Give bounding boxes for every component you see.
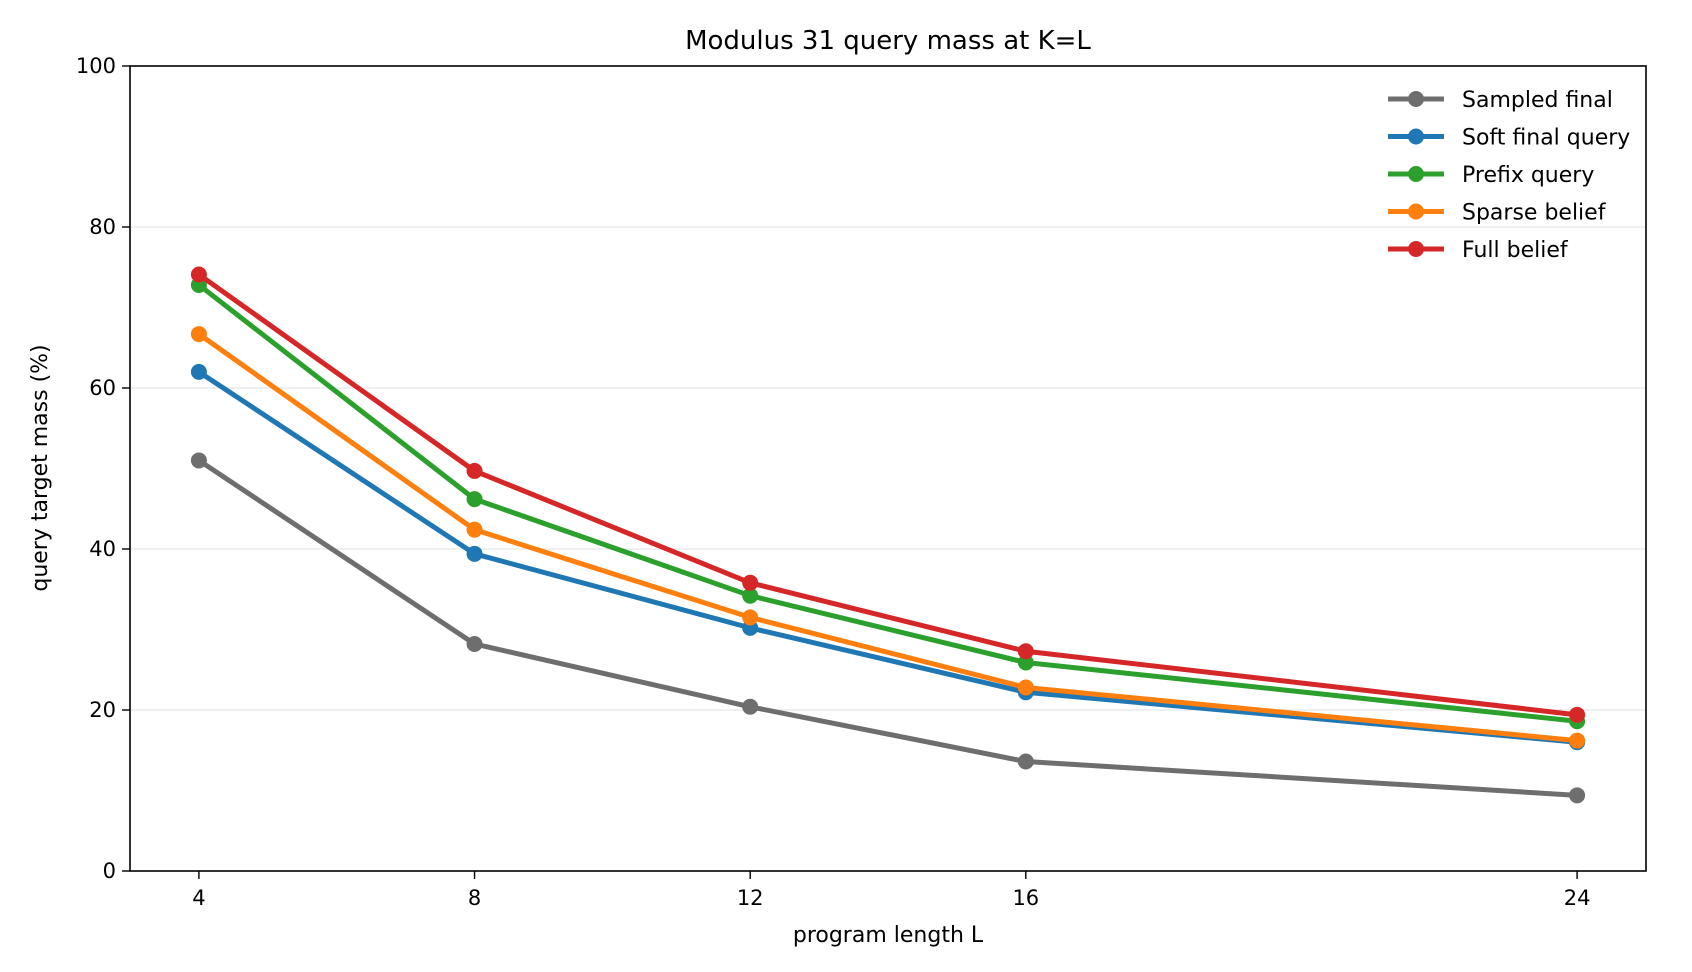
series-layer — [190, 266, 1586, 804]
y-tick-label: 0 — [103, 859, 116, 883]
legend-label: Sampled final — [1462, 88, 1613, 113]
chart-title: Modulus 31 query mass at K=L — [685, 26, 1091, 56]
data-point — [466, 521, 483, 538]
legend-marker — [1408, 203, 1424, 220]
data-point — [742, 698, 759, 715]
data-point — [1017, 654, 1034, 671]
y-tick-label: 40 — [89, 537, 116, 561]
legend-label: Full belief — [1462, 238, 1569, 263]
legend: Sampled final Soft final query Prefix quer… — [1388, 88, 1630, 263]
data-point — [190, 452, 207, 469]
legend-label: Sparse belief — [1462, 201, 1607, 226]
series-line — [196, 271, 1580, 718]
series-sampled-final — [190, 452, 1586, 804]
gridlines — [130, 226, 1646, 711]
series-full-belief — [190, 266, 1586, 723]
legend-marker — [1408, 241, 1424, 257]
x-axis-ticks: 4 8 12 16 24 — [192, 871, 1590, 910]
data-point — [466, 491, 483, 508]
data-point — [466, 462, 483, 479]
y-tick-label: 80 — [89, 215, 116, 239]
data-point — [190, 266, 207, 283]
data-point — [466, 545, 483, 562]
data-point — [466, 635, 483, 652]
data-point — [1017, 679, 1034, 696]
y-axis-ticks: 0 20 40 60 80 100 — [76, 54, 130, 883]
data-point — [742, 574, 759, 591]
legend-marker — [1408, 166, 1424, 182]
series-line — [196, 369, 1580, 745]
series-prefix-query — [190, 276, 1586, 730]
series-line — [196, 331, 1580, 744]
data-point — [742, 609, 759, 626]
x-tick-label: 12 — [737, 886, 764, 910]
x-axis-label: program length L — [793, 923, 984, 948]
legend-marker — [1408, 91, 1424, 107]
data-point — [1017, 643, 1034, 660]
legend-item: Sampled final — [1388, 88, 1613, 113]
y-axis-label: query target mass (%) — [28, 344, 53, 591]
legend-label: Soft final query — [1462, 126, 1630, 151]
data-point — [190, 326, 207, 343]
plot-area-frame — [129, 65, 1647, 872]
y-tick-label: 60 — [89, 376, 116, 400]
series-sparse-belief — [190, 326, 1586, 749]
data-point — [1569, 787, 1586, 804]
legend-item: Soft final query — [1388, 126, 1630, 151]
legend-item: Full belief — [1388, 238, 1569, 263]
data-point — [1569, 732, 1586, 749]
legend-item: Prefix query — [1388, 163, 1594, 188]
data-point — [1569, 706, 1586, 723]
data-point — [742, 587, 759, 604]
x-tick-label: 8 — [468, 886, 481, 910]
legend-label: Prefix query — [1462, 163, 1594, 188]
data-point — [190, 363, 207, 380]
series-line — [196, 282, 1580, 724]
legend-item: Sparse belief — [1388, 201, 1607, 226]
data-point — [1017, 753, 1034, 770]
legend-marker — [1408, 128, 1424, 145]
x-tick-label: 16 — [1012, 886, 1039, 910]
x-tick-label: 4 — [192, 886, 205, 910]
y-tick-label: 100 — [76, 54, 116, 78]
y-tick-label: 20 — [89, 698, 116, 722]
x-tick-label: 24 — [1564, 886, 1591, 910]
